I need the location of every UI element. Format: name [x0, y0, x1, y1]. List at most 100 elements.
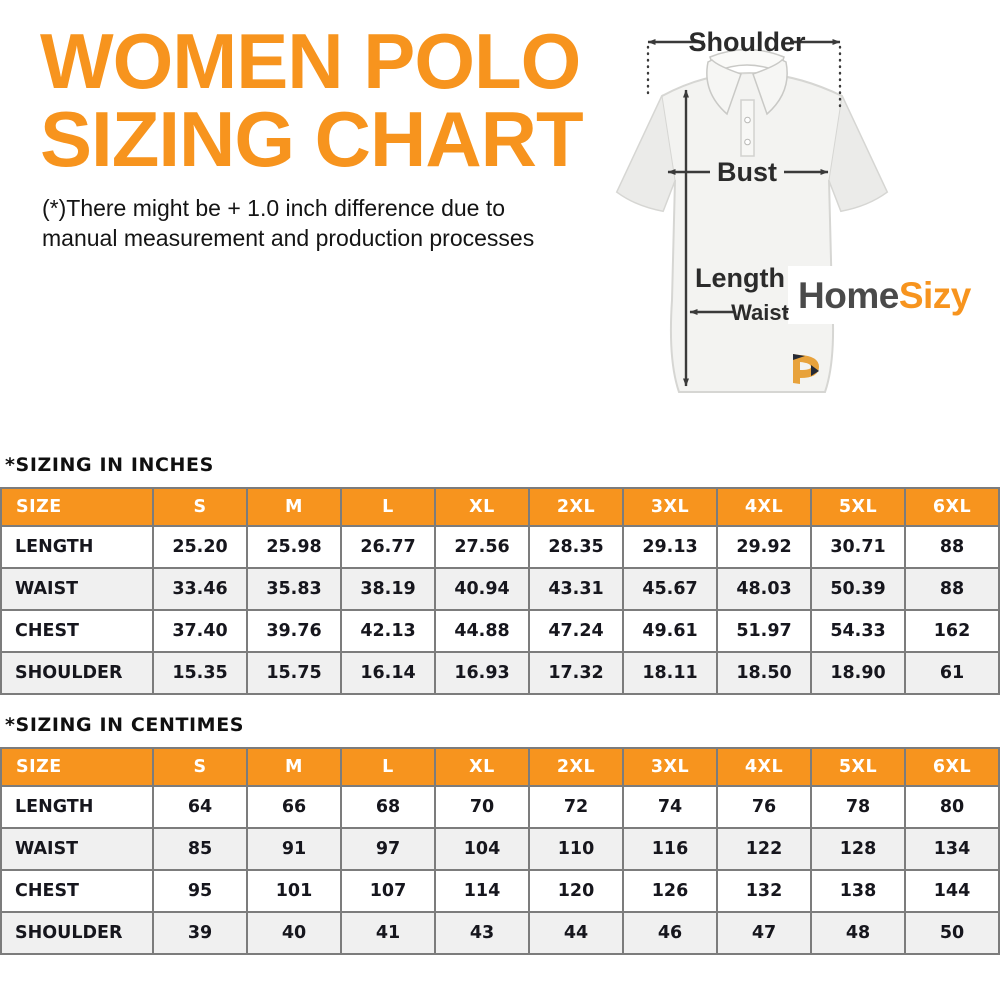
- size-value-cell: 101: [246, 869, 342, 913]
- waist-label: Waist: [731, 300, 790, 325]
- size-value-cell: 74: [622, 785, 718, 829]
- size-value-cell: 78: [810, 785, 906, 829]
- table-row: CHEST 37.40 39.76 42.13 44.88 47.24 49.61 51.97…: [0, 609, 1000, 653]
- size-value-cell: 76: [716, 785, 812, 829]
- size-value-cell: 88: [904, 525, 1000, 569]
- size-value-cell: 48.03: [716, 567, 812, 611]
- size-value-cell: 17.32: [528, 651, 624, 695]
- brand-logo-sizy: Sizy: [899, 275, 972, 316]
- column-header: SIZE: [0, 747, 154, 787]
- column-header: SIZE: [0, 487, 154, 527]
- column-header: L: [340, 747, 436, 787]
- size-value-cell: 29.13: [622, 525, 718, 569]
- column-header: 5XL: [810, 487, 906, 527]
- column-header: 2XL: [528, 747, 624, 787]
- size-value-cell: 51.97: [716, 609, 812, 653]
- size-value-cell: 97: [340, 827, 436, 871]
- table-row: SHOULDER 15.35 15.75 16.14 16.93 17.32 18.11 18…: [0, 651, 1000, 695]
- size-value-cell: 114: [434, 869, 530, 913]
- disclaimer-line1: (*)There might be + 1.0 inch difference …: [42, 195, 506, 221]
- size-value-cell: 16.93: [434, 651, 530, 695]
- size-value-cell: 42.13: [340, 609, 436, 653]
- size-value-cell: 120: [528, 869, 624, 913]
- size-value-cell: 80: [904, 785, 1000, 829]
- section-heading-inches: *SIZING IN INCHES: [5, 454, 214, 476]
- size-value-cell: 38.19: [340, 567, 436, 611]
- size-value-cell: 47.24: [528, 609, 624, 653]
- size-value-cell: 44.88: [434, 609, 530, 653]
- column-header: 5XL: [810, 747, 906, 787]
- column-header: 4XL: [716, 487, 812, 527]
- table-header-row: SIZE S M L XL 2XL 3XL 4XL 5XL 6XL: [0, 747, 1000, 787]
- size-value-cell: 162: [904, 609, 1000, 653]
- row-label: CHEST: [0, 869, 154, 913]
- disclaimer-text: (*)There might be + 1.0 inch difference …: [42, 193, 534, 253]
- size-value-cell: 49.61: [622, 609, 718, 653]
- size-value-cell: 138: [810, 869, 906, 913]
- table-header-row: SIZE S M L XL 2XL 3XL 4XL 5XL 6XL: [0, 487, 1000, 527]
- size-value-cell: 66: [246, 785, 342, 829]
- size-value-cell: 85: [152, 827, 248, 871]
- shoulder-label: Shoulder: [688, 27, 805, 57]
- page-title-line2: SIZING CHART: [40, 95, 584, 183]
- size-value-cell: 134: [904, 827, 1000, 871]
- size-value-cell: 39.76: [246, 609, 342, 653]
- bust-label: Bust: [717, 157, 777, 187]
- section-sizing-inches: *SIZING IN INCHES SIZE S M L XL 2XL 3XL 4XL 5XL 6…: [0, 444, 1000, 695]
- size-value-cell: 116: [622, 827, 718, 871]
- column-header: L: [340, 487, 436, 527]
- size-value-cell: 61: [904, 651, 1000, 695]
- size-value-cell: 18.90: [810, 651, 906, 695]
- size-value-cell: 144: [904, 869, 1000, 913]
- table-row: CHEST 95 101 107 114 120 126 132 138 144: [0, 869, 1000, 913]
- size-value-cell: 88: [904, 567, 1000, 611]
- size-value-cell: 29.92: [716, 525, 812, 569]
- row-label: WAIST: [0, 567, 154, 611]
- column-header: S: [152, 487, 248, 527]
- row-label: LENGTH: [0, 785, 154, 829]
- row-label: SHOULDER: [0, 651, 154, 695]
- size-value-cell: 16.14: [340, 651, 436, 695]
- row-label: SHOULDER: [0, 911, 154, 955]
- size-value-cell: 39: [152, 911, 248, 955]
- size-value-cell: 37.40: [152, 609, 248, 653]
- size-value-cell: 43: [434, 911, 530, 955]
- size-value-cell: 44: [528, 911, 624, 955]
- brand-logo-home: Home: [798, 275, 899, 316]
- sizing-table: SIZE S M L XL 2XL 3XL 4XL 5XL 6XL LENGTH 64 66 68 70 72…: [0, 747, 1000, 955]
- shirt-brand-mark-icon: [793, 354, 819, 384]
- page-title-line1: WOMEN POLO: [40, 17, 581, 105]
- disclaimer-line2: manual measurement and production proces…: [42, 225, 535, 251]
- polo-shirt-diagram: Shoulder Bust Length Waist HomeSizy: [615, 27, 972, 393]
- size-value-cell: 47: [716, 911, 812, 955]
- size-value-cell: 25.20: [152, 525, 248, 569]
- size-value-cell: 91: [246, 827, 342, 871]
- size-value-cell: 27.56: [434, 525, 530, 569]
- size-value-cell: 15.75: [246, 651, 342, 695]
- table-row: SHOULDER 39 40 41 43 44 46 47 48 50: [0, 911, 1000, 955]
- size-value-cell: 50: [904, 911, 1000, 955]
- table-row: LENGTH 25.20 25.98 26.77 27.56 28.35 29.13 29.9…: [0, 525, 1000, 569]
- size-value-cell: 68: [340, 785, 436, 829]
- size-value-cell: 54.33: [810, 609, 906, 653]
- column-header: XL: [434, 487, 530, 527]
- length-label: Length: [695, 263, 785, 293]
- size-value-cell: 18.50: [716, 651, 812, 695]
- size-value-cell: 72: [528, 785, 624, 829]
- row-label: WAIST: [0, 827, 154, 871]
- sizing-table: SIZE S M L XL 2XL 3XL 4XL 5XL 6XL LENGTH 25.20 25.98…: [0, 487, 1000, 695]
- size-value-cell: 26.77: [340, 525, 436, 569]
- size-value-cell: 50.39: [810, 567, 906, 611]
- section-heading-centimes: *SIZING IN CENTIMES: [5, 714, 245, 736]
- size-value-cell: 18.11: [622, 651, 718, 695]
- table-row: LENGTH 64 66 68 70 72 74 76 78 80: [0, 785, 1000, 829]
- size-value-cell: 15.35: [152, 651, 248, 695]
- section-sizing-centimes: *SIZING IN CENTIMES SIZE S M L XL 2XL 3XL 4XL 5X…: [0, 704, 1000, 955]
- size-value-cell: 35.83: [246, 567, 342, 611]
- size-value-cell: 122: [716, 827, 812, 871]
- size-value-cell: 48: [810, 911, 906, 955]
- column-header: 6XL: [904, 487, 1000, 527]
- size-value-cell: 128: [810, 827, 906, 871]
- row-label: LENGTH: [0, 525, 154, 569]
